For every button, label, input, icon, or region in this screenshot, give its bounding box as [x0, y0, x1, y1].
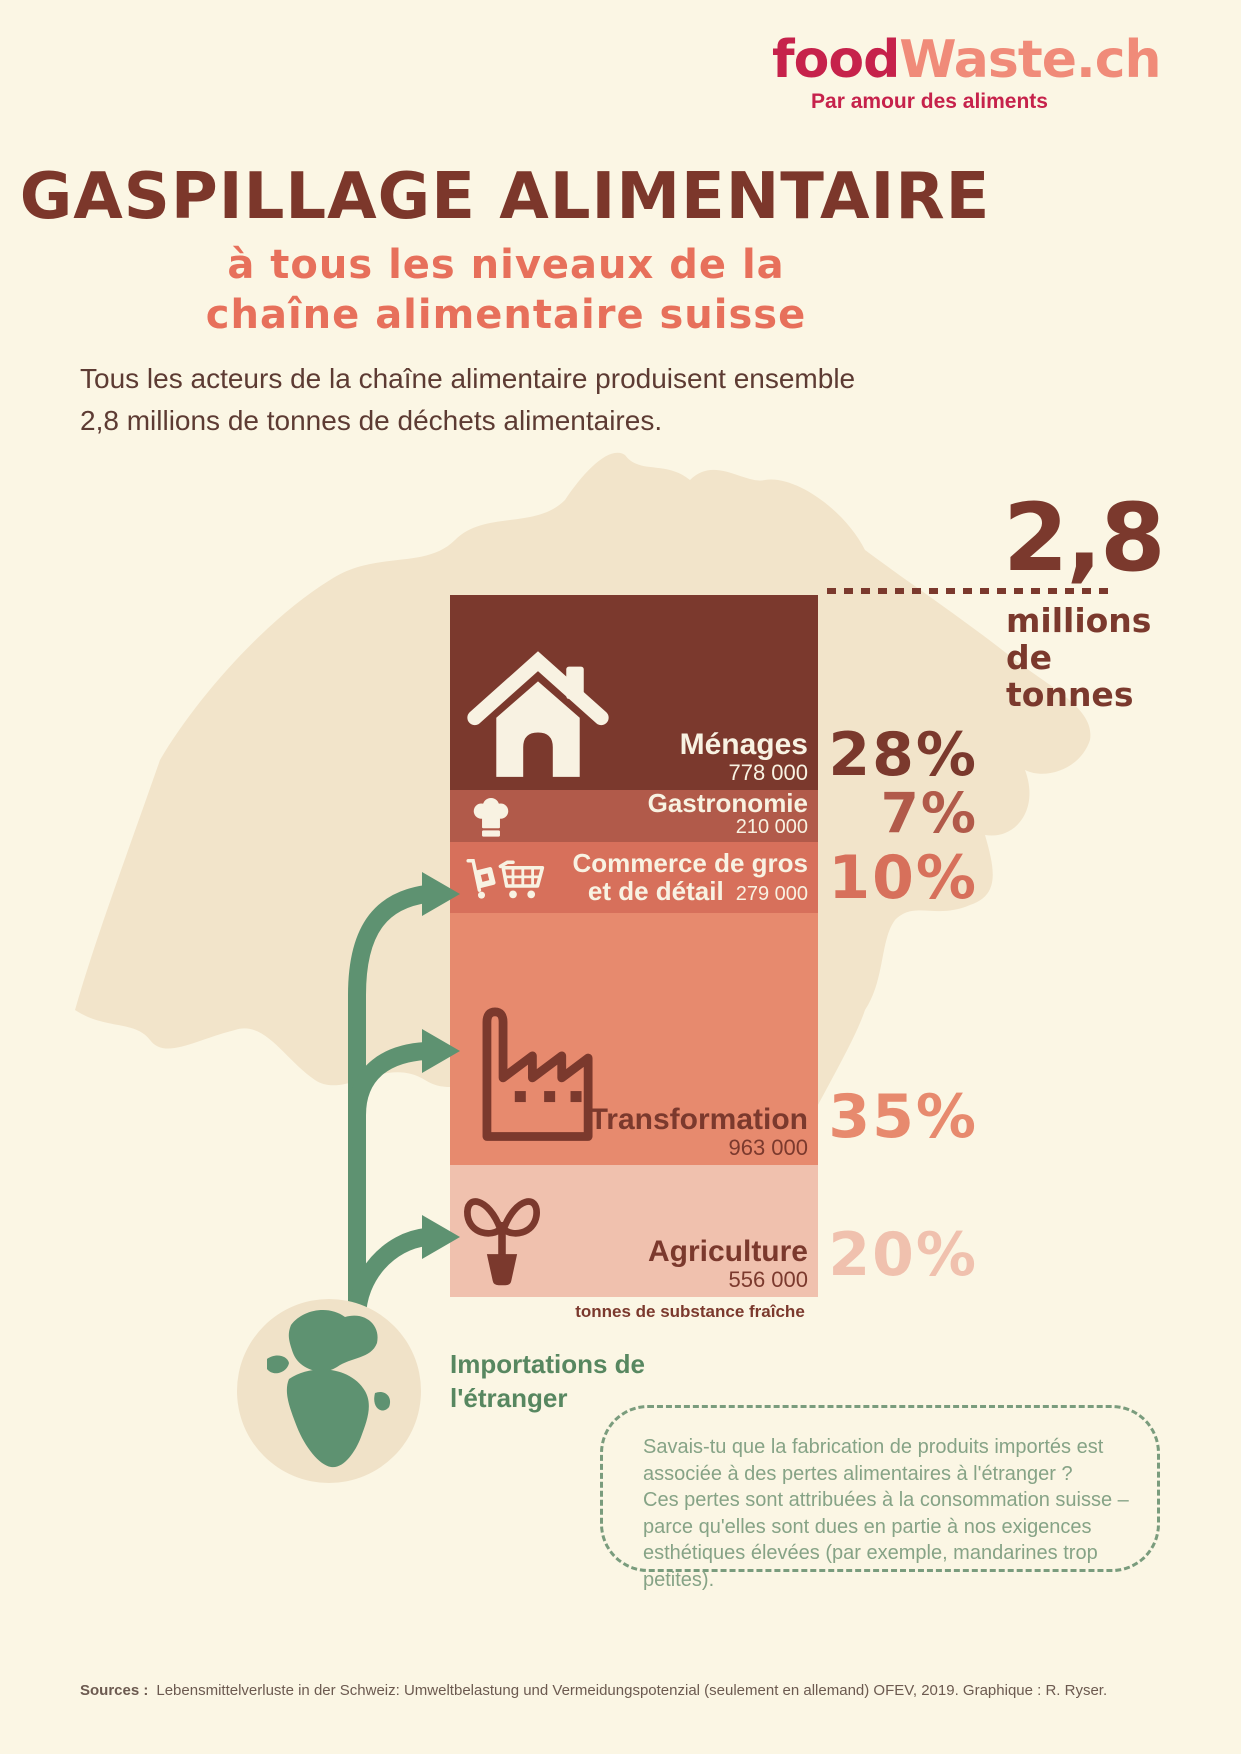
segment-label-block: Commerce de gros et de détail 279 000 — [572, 849, 808, 906]
sources-text: Lebensmittelverluste in der Schweiz: Umw… — [156, 1682, 1108, 1699]
logo-tagline: Par amour des aliments — [811, 90, 1048, 113]
house-icon — [467, 651, 609, 777]
shopping-cart-icon — [466, 859, 545, 899]
bar-segment-menages: Ménages 778 000 — [450, 595, 818, 790]
seedling-icon — [464, 1198, 540, 1286]
segment-label-block: Agriculture 556 000 — [647, 1234, 808, 1293]
segment-label-block: Gastronomie 210 000 — [648, 789, 808, 839]
imports-label: Importations de l'étranger — [450, 1349, 646, 1413]
segment-name: Ménages — [679, 727, 808, 761]
percent-menages: 28% — [828, 720, 978, 790]
total-value: 2,8 — [1003, 484, 1166, 593]
logo-waste: Waste — [899, 30, 1077, 90]
percent-transformation: 35% — [828, 1082, 978, 1152]
bar-segment-agriculture: Agriculture 556 000 — [450, 1165, 818, 1297]
bar-segment-gastronomie: Gastronomie 210 000 — [450, 789, 818, 842]
total-unit: millions de tonnes — [1006, 601, 1152, 714]
segment-value: 210 000 — [735, 816, 808, 839]
segment-name: Agriculture — [647, 1234, 808, 1268]
sources-label: Sources : — [80, 1682, 149, 1699]
factory-icon — [482, 1007, 593, 1141]
note-box: Savais-tu que la fabrication de produits… — [600, 1405, 1160, 1591]
segment-value: 778 000 — [728, 760, 808, 786]
logo-tld: .ch — [1075, 30, 1162, 90]
logo-wordmark: foodWaste.ch — [772, 34, 1162, 86]
total-leader-dotted-line — [827, 588, 1115, 594]
bar-caption: tonnes de substance fraîche — [575, 1302, 805, 1321]
logo: foodWaste.ch Par amour des aliments — [772, 34, 1162, 114]
segment-value: 556 000 — [728, 1267, 808, 1293]
percent-commerce: 10% — [828, 843, 978, 913]
percent-agriculture: 20% — [828, 1220, 978, 1290]
segment-name: Gastronomie — [647, 788, 808, 819]
segment-name-line2: et de détail — [587, 876, 724, 907]
bar-segment-transformation: Transformation 963 000 — [450, 913, 818, 1165]
intro-text: Tous les acteurs de la chaîne alimentair… — [80, 363, 856, 436]
chef-hat-icon — [473, 798, 509, 837]
segment-value: 279 000 — [735, 883, 808, 906]
import-arrows — [348, 872, 460, 1320]
segment-label-block: Transformation 963 000 — [589, 1102, 808, 1161]
globe-icon — [237, 1299, 421, 1483]
logo-food: food — [772, 30, 900, 90]
page-title: GASPILLAGE ALIMENTAIRE — [19, 160, 991, 234]
page-subtitle: à tous les niveaux de la chaîne alimenta… — [205, 242, 807, 338]
bar-segment-commerce: Commerce de gros et de détail 279 000 — [450, 842, 818, 913]
segment-name: Commerce de gros — [572, 848, 808, 879]
segment-value: 963 000 — [728, 1135, 808, 1161]
segment-label-block: Ménages 778 000 — [679, 727, 808, 786]
percent-gastronomie: 7% — [880, 781, 978, 845]
stacked-bar-chart: Ménages 778 000 Gastronomie 210 000 — [450, 595, 818, 1297]
segment-name: Transformation — [589, 1102, 808, 1136]
sources-line: Sources : Lebensmittelverluste in der Sch… — [80, 1682, 1180, 1699]
